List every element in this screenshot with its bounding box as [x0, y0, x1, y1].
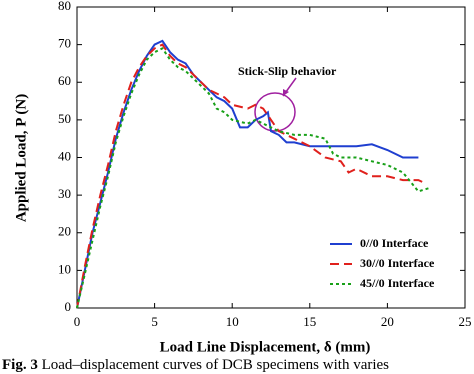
legend-label: 45//0 Interface — [360, 276, 435, 290]
series-line — [76, 39, 419, 309]
x-tick-label: 20 — [381, 314, 394, 329]
y-axis-label: Applied Load, P (N) — [13, 94, 29, 222]
x-axis-label: Load Line Displacement, δ (mm) — [160, 339, 371, 355]
y-tick-label: 60 — [58, 73, 71, 88]
y-tick-label: 40 — [58, 148, 71, 163]
annotation: Stick-Slip behavior — [238, 64, 337, 78]
legend-label: 0//0 Interface — [360, 236, 429, 250]
y-tick-label: 80 — [58, 0, 71, 13]
caption: Fig. 3 Load–displacement curves of DCB s… — [2, 357, 389, 373]
y-tick-label: 20 — [58, 224, 71, 239]
y-tick-label: 50 — [58, 111, 71, 126]
x-tick-label: 0 — [74, 314, 81, 329]
x-tick-label: 25 — [459, 314, 472, 329]
x-tick-label: 10 — [226, 314, 239, 329]
x-tick-label: 15 — [303, 314, 316, 329]
y-tick-label: 10 — [58, 261, 71, 276]
series-line — [76, 47, 432, 309]
arrow-head — [283, 89, 289, 96]
y-tick-label: 70 — [58, 36, 71, 51]
y-tick-label: 30 — [58, 186, 71, 201]
x-tick-label: 5 — [151, 314, 158, 329]
caption-text: Load–displacement curves of DCB specimen… — [42, 357, 390, 373]
highlight-ellipse — [254, 92, 296, 132]
series-line — [76, 43, 427, 309]
y-tick-label: 0 — [65, 299, 72, 314]
legend-label: 30//0 Interface — [360, 256, 435, 270]
caption-label: Fig. 3 — [2, 357, 38, 373]
